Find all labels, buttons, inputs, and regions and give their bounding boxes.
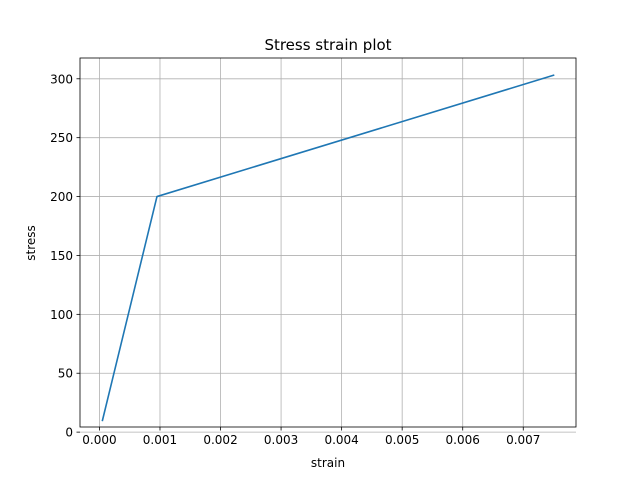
x-tick-label: 0.007 — [506, 433, 540, 447]
x-axis-label: strain — [311, 456, 345, 470]
plot-area-frame — [79, 57, 577, 428]
y-tick-label: 300 — [50, 72, 73, 86]
grid-lines — [80, 58, 576, 433]
x-tick-label: 0.000 — [82, 433, 116, 447]
x-tick-label: 0.006 — [446, 433, 480, 447]
y-tick-label: 150 — [50, 249, 73, 263]
x-axis: 0.000 0.001 0.002 0.003 0.004 0.005 0.006 0.007 — [82, 427, 540, 447]
y-tick-label: 250 — [50, 131, 73, 145]
series-line — [101, 74, 555, 422]
y-tick-label: 200 — [50, 190, 73, 204]
y-tick-label: 50 — [58, 367, 73, 381]
y-tick-label: 0 — [65, 426, 73, 440]
x-tick-label: 0.004 — [324, 433, 358, 447]
y-tick-label: 100 — [50, 308, 73, 322]
x-tick-label: 0.005 — [385, 433, 419, 447]
x-tick-label: 0.003 — [264, 433, 298, 447]
y-axis: 0 50 100 150 200 250 300 — [50, 72, 80, 440]
series-layer — [101, 74, 555, 422]
x-tick-label: 0.001 — [143, 433, 177, 447]
chart-title: Stress strain plot — [264, 36, 391, 54]
x-tick-label: 0.002 — [203, 433, 237, 447]
y-axis-label: stress — [24, 225, 38, 261]
